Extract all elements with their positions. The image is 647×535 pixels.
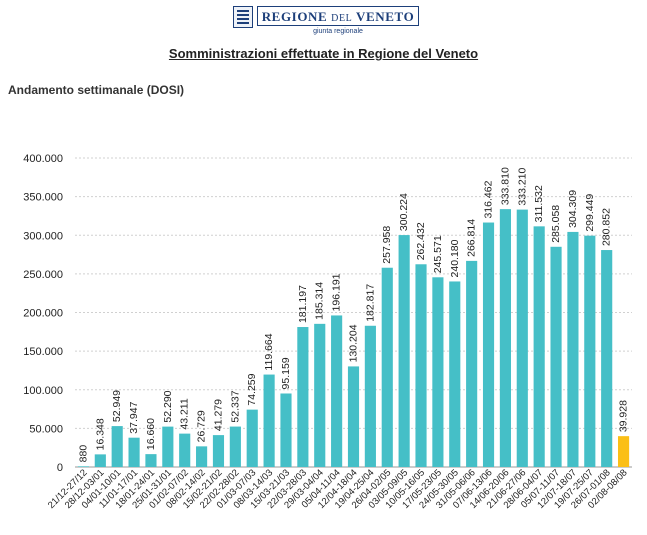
bar xyxy=(499,209,511,467)
data-label: 266.814 xyxy=(466,219,478,257)
bar xyxy=(617,436,630,467)
bar xyxy=(533,226,545,467)
bar xyxy=(381,267,393,467)
data-label: 299.449 xyxy=(584,194,596,232)
bar xyxy=(145,454,157,467)
data-label: 52.290 xyxy=(162,390,174,422)
data-label: 300.224 xyxy=(398,193,410,231)
bar xyxy=(415,264,427,467)
logo-name-small: DEL xyxy=(331,13,353,24)
bar xyxy=(314,323,326,467)
bar xyxy=(179,433,191,467)
data-label: 280.852 xyxy=(601,208,613,246)
data-label: 39.928 xyxy=(618,400,630,432)
data-label: 196.191 xyxy=(331,273,343,311)
bar xyxy=(364,325,376,467)
data-label: 52.949 xyxy=(111,390,123,422)
bar xyxy=(246,409,258,467)
bar xyxy=(449,281,461,467)
data-label: 130.204 xyxy=(348,324,360,362)
y-tick-label: 0 xyxy=(57,462,63,474)
page-title: Somministrazioni effettuate in Regione d… xyxy=(168,46,479,61)
logo-name: REGIONE DEL VENETO xyxy=(258,9,418,25)
y-tick-label: 250.000 xyxy=(23,269,63,281)
bar xyxy=(466,260,478,467)
data-label: 304.309 xyxy=(567,190,579,228)
data-label: 119.664 xyxy=(263,333,275,370)
bar xyxy=(297,327,309,467)
bar xyxy=(263,374,275,467)
logo-name-end: VENETO xyxy=(356,9,415,24)
bar xyxy=(516,209,528,467)
data-label: 182.817 xyxy=(364,284,376,322)
data-label: 16.348 xyxy=(94,418,106,450)
y-tick-label: 200.000 xyxy=(23,308,63,320)
data-label: 37.947 xyxy=(128,401,140,433)
bar xyxy=(567,231,579,467)
data-label: 333.810 xyxy=(499,167,511,205)
section-title: Andamento settimanale (DOSI) xyxy=(8,83,185,97)
data-label: 285.058 xyxy=(550,205,562,243)
bar xyxy=(601,250,613,467)
data-label: 181.197 xyxy=(297,285,309,323)
data-label: 880 xyxy=(77,445,89,463)
y-tick-label: 350.000 xyxy=(23,192,63,204)
data-label: 333.210 xyxy=(516,167,528,205)
data-label: 240.180 xyxy=(449,239,461,277)
bar xyxy=(347,366,360,467)
bar xyxy=(550,246,562,467)
y-tick-label: 400.000 xyxy=(23,153,63,165)
data-label: 43.211 xyxy=(179,398,191,429)
y-tick-label: 50.000 xyxy=(29,423,63,435)
data-label: 257.958 xyxy=(381,226,393,264)
logo-subtitle: giunta regionale xyxy=(313,28,363,35)
data-label: 262.432 xyxy=(415,222,427,260)
logo-box: REGIONE DEL VENETO xyxy=(257,6,419,26)
y-tick-label: 150.000 xyxy=(23,346,63,358)
bar xyxy=(482,222,495,467)
bar xyxy=(398,235,410,467)
data-label: 41.279 xyxy=(212,399,224,431)
data-label: 52.337 xyxy=(229,390,241,422)
data-label: 26.729 xyxy=(196,410,208,442)
data-label: 16.660 xyxy=(145,418,157,450)
y-axis-tick-labels: 0 50.000 100.000 150.000 200.000 250.000 300.0… xyxy=(23,153,63,474)
bar xyxy=(196,446,208,467)
coat-of-arms-icon xyxy=(233,6,253,28)
x-axis-tick-labels: 21/12-27/1228/12-03/0104/01-10/0111/01-1… xyxy=(46,467,630,511)
bar xyxy=(331,315,343,467)
bars xyxy=(77,209,630,467)
bar xyxy=(432,277,444,467)
bar xyxy=(77,466,90,467)
regione-veneto-logo: REGIONE DEL VENETO giunta regionale xyxy=(233,4,421,38)
bar xyxy=(280,393,292,467)
data-label: 245.571 xyxy=(432,235,444,273)
y-tick-label: 300.000 xyxy=(23,230,63,242)
bar xyxy=(229,426,241,467)
logo-name-main: REGIONE xyxy=(261,9,328,24)
y-tick-label: 100.000 xyxy=(23,385,63,397)
bar xyxy=(162,426,174,467)
data-labels: 880 16.348 52.949 37.947 16.660 52.290 43.211 2… xyxy=(77,167,629,462)
bar xyxy=(111,426,123,467)
bar xyxy=(584,235,596,467)
bar xyxy=(94,454,106,467)
data-label: 316.462 xyxy=(483,180,495,218)
data-label: 311.532 xyxy=(533,185,545,222)
data-label: 74.259 xyxy=(246,373,258,405)
data-label: 185.314 xyxy=(314,282,326,320)
bar xyxy=(212,435,225,467)
data-label: 95.159 xyxy=(280,357,292,389)
bar xyxy=(128,437,140,467)
